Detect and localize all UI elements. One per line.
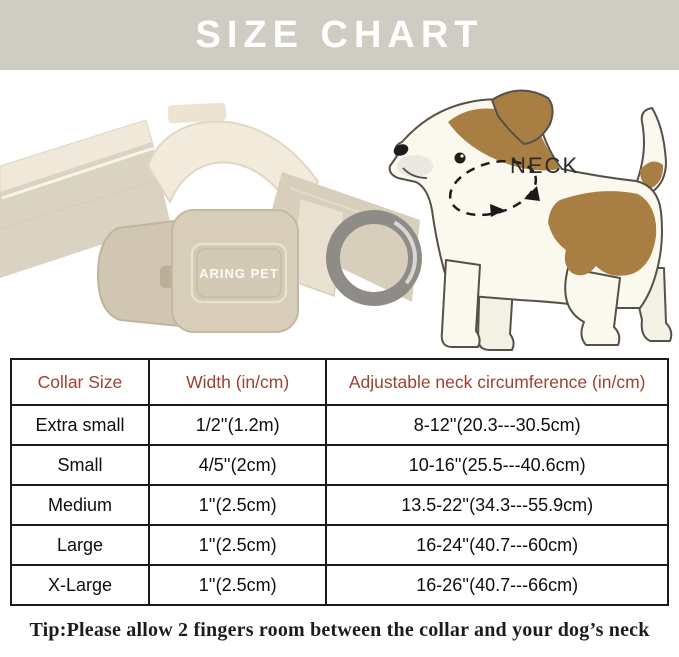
table-row: Extra small 1/2''(1.2m) 8-12''(20.3---30…: [10, 404, 669, 446]
d-ring-highlight: [331, 215, 417, 301]
collar-texture-line: [0, 177, 161, 231]
buckle-brand-plate: [190, 242, 288, 304]
table-row: Large 1''(2.5cm) 16-24''(40.7---60cm): [10, 524, 669, 566]
dog-head-patch: [448, 108, 560, 171]
dog-ear: [491, 89, 554, 145]
size-table: Collar Size Width (in/cm) Adjustable nec…: [10, 358, 669, 606]
collar-left-strap: [0, 142, 170, 278]
cell-neck: 16-26''(40.7---66cm): [325, 564, 669, 606]
neck-arrow-left-icon: [524, 186, 540, 201]
column-header-width: Width (in/cm): [147, 358, 328, 406]
cell-width: 1''(2.5cm): [147, 564, 328, 606]
buckle-plate-inner-line: [196, 248, 282, 298]
tip-text: Tip:Please allow 2 fingers room between …: [29, 619, 650, 641]
banner: SIZE CHART: [0, 0, 679, 70]
dog-nose: [393, 144, 409, 156]
dog-hip-patch: [548, 191, 657, 276]
hero-graphic: ARING PET: [0, 89, 673, 351]
cell-size: Large: [10, 524, 150, 566]
dog-illustration: NECK: [388, 89, 673, 351]
collar-product-image: ARING PET: [0, 102, 422, 333]
neck-arrow-right-icon: [490, 204, 505, 217]
buckle-brand-label: ARING PET: [199, 266, 279, 281]
dog-muzzle: [397, 155, 433, 177]
collar-tab: [167, 102, 227, 124]
table-row: Small 4/5''(2cm) 10-16''(25.5---40.6cm): [10, 444, 669, 486]
cell-width: 4/5''(2cm): [147, 444, 328, 486]
dog-eye: [454, 152, 466, 164]
cell-size: X-Large: [10, 564, 150, 606]
cell-width: 1''(2.5cm): [147, 524, 328, 566]
dog-eye-highlight: [460, 154, 464, 158]
cell-width: 1/2''(1.2m): [147, 404, 328, 446]
table-row: Medium 1''(2.5cm) 13.5-22''(34.3---55.9c…: [10, 484, 669, 526]
table-header-row: Collar Size Width (in/cm) Adjustable nec…: [10, 358, 669, 406]
page-title: SIZE CHART: [195, 13, 484, 56]
dog-mouth: [402, 167, 428, 179]
buckle-male: [96, 218, 184, 328]
cell-neck: 10-16''(25.5---40.6cm): [325, 444, 669, 486]
column-header-neck-circumference: Adjustable neck circumference (in/cm): [325, 358, 669, 406]
cell-size: Small: [10, 444, 150, 486]
cell-width: 1''(2.5cm): [147, 484, 328, 526]
column-header-collar-size: Collar Size: [10, 358, 150, 406]
neck-label: NECK: [510, 153, 579, 178]
dog-rear-leg-near: [564, 267, 621, 346]
table-row: X-Large 1''(2.5cm) 16-26''(40.7---66cm): [10, 564, 669, 606]
cell-size: Medium: [10, 484, 150, 526]
cell-neck: 13.5-22''(34.3---55.9cm): [325, 484, 669, 526]
dog-front-leg-near: [440, 259, 481, 348]
size-table-wrap: Collar Size Width (in/cm) Adjustable nec…: [0, 356, 679, 606]
cell-size: Extra small: [10, 404, 150, 446]
hero-section: ARING PET: [0, 70, 679, 356]
cell-neck: 16-24''(40.7---60cm): [325, 524, 669, 566]
collar-stitch-line: [1, 146, 155, 200]
cell-neck: 8-12''(20.3---30.5cm): [325, 404, 669, 446]
dog-tail-patch: [640, 161, 664, 189]
